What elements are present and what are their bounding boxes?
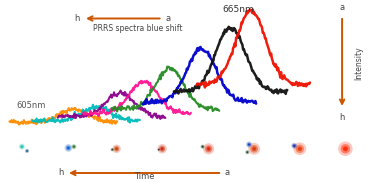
- Circle shape: [161, 148, 163, 149]
- Circle shape: [158, 149, 159, 150]
- Circle shape: [200, 145, 205, 149]
- Circle shape: [207, 147, 211, 151]
- Circle shape: [111, 149, 113, 151]
- Circle shape: [202, 146, 203, 147]
- Circle shape: [344, 148, 347, 150]
- Circle shape: [68, 147, 69, 149]
- Circle shape: [246, 151, 249, 154]
- Circle shape: [67, 147, 70, 149]
- Circle shape: [72, 145, 76, 148]
- Circle shape: [248, 143, 250, 146]
- Circle shape: [247, 143, 251, 147]
- Circle shape: [293, 142, 306, 155]
- Circle shape: [157, 148, 160, 151]
- Circle shape: [115, 147, 118, 150]
- Text: a: a: [225, 169, 230, 177]
- Circle shape: [20, 145, 24, 149]
- Circle shape: [66, 145, 71, 151]
- Circle shape: [73, 146, 75, 148]
- Circle shape: [247, 152, 248, 153]
- Circle shape: [202, 146, 203, 147]
- Circle shape: [253, 148, 255, 150]
- Circle shape: [21, 146, 23, 148]
- Circle shape: [294, 145, 295, 146]
- Circle shape: [157, 144, 167, 153]
- Circle shape: [65, 144, 72, 152]
- Text: PRRS spectra blue shift: PRRS spectra blue shift: [93, 24, 182, 33]
- Circle shape: [292, 144, 296, 148]
- Circle shape: [246, 142, 252, 147]
- Text: a: a: [339, 3, 345, 12]
- Circle shape: [246, 151, 248, 153]
- Circle shape: [343, 146, 348, 151]
- Circle shape: [341, 144, 350, 153]
- Circle shape: [116, 148, 117, 149]
- Circle shape: [205, 145, 212, 152]
- Circle shape: [293, 145, 295, 147]
- Circle shape: [114, 146, 119, 152]
- Circle shape: [250, 145, 258, 153]
- Circle shape: [158, 149, 159, 150]
- Circle shape: [208, 148, 209, 150]
- Circle shape: [158, 149, 160, 151]
- Circle shape: [112, 145, 121, 153]
- Text: h: h: [339, 112, 345, 122]
- Circle shape: [296, 145, 304, 153]
- Circle shape: [299, 148, 301, 150]
- Text: h: h: [74, 14, 80, 23]
- Circle shape: [159, 146, 165, 152]
- Circle shape: [338, 142, 353, 156]
- Circle shape: [201, 145, 204, 148]
- Circle shape: [161, 147, 164, 151]
- Circle shape: [26, 150, 28, 152]
- Circle shape: [297, 147, 302, 151]
- Circle shape: [112, 149, 113, 150]
- Circle shape: [291, 143, 297, 149]
- Text: h: h: [58, 169, 64, 177]
- Circle shape: [245, 150, 249, 154]
- Circle shape: [110, 148, 114, 151]
- Circle shape: [71, 144, 76, 149]
- Circle shape: [252, 147, 256, 151]
- Circle shape: [112, 149, 113, 150]
- Circle shape: [26, 150, 28, 152]
- Circle shape: [25, 149, 29, 153]
- Text: Intensity: Intensity: [355, 46, 364, 80]
- Text: a: a: [166, 14, 171, 23]
- Text: 605nm: 605nm: [17, 101, 46, 110]
- Circle shape: [203, 143, 214, 154]
- Text: 665nm: 665nm: [223, 5, 255, 14]
- Text: Time: Time: [134, 172, 154, 181]
- Circle shape: [19, 144, 25, 150]
- Circle shape: [248, 143, 260, 155]
